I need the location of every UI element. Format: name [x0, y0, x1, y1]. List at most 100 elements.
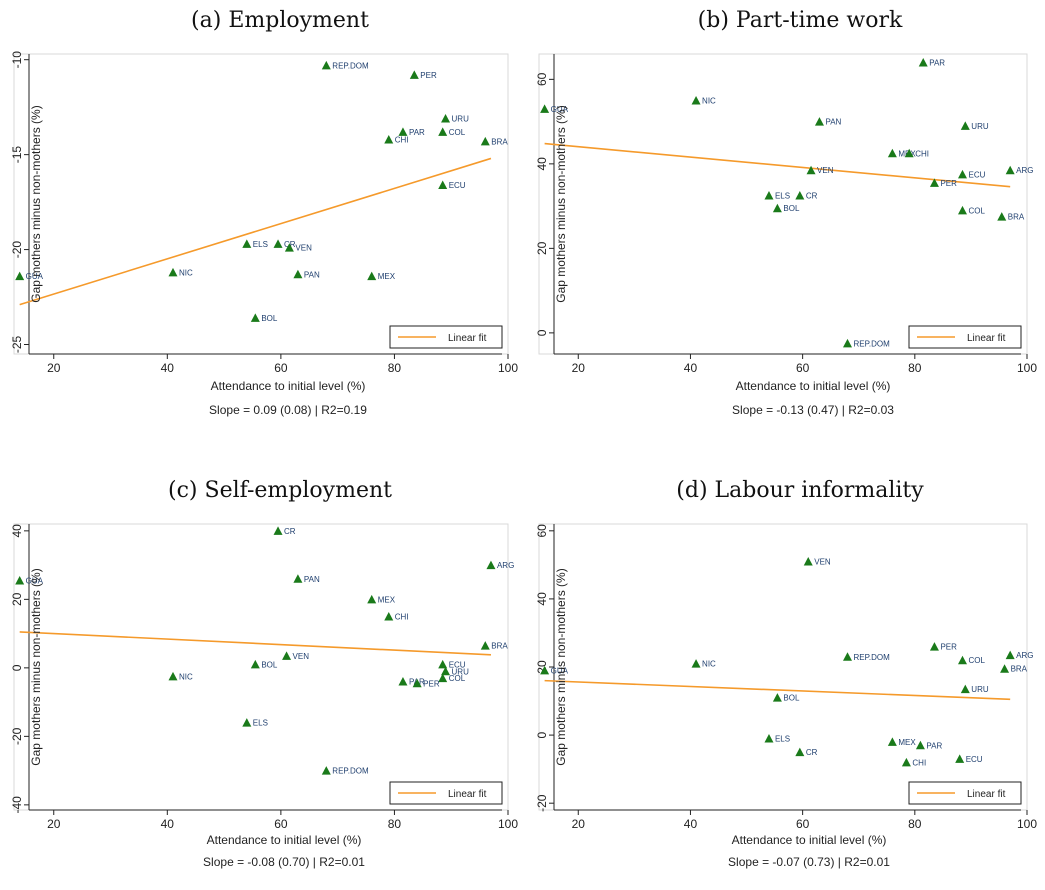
data-point-label: VEN — [817, 166, 834, 175]
data-point-label: NIC — [702, 96, 716, 105]
data-point-label: BRA — [491, 642, 508, 651]
data-point-label: BRA — [1011, 665, 1028, 674]
panel-title-informality: (d) Labour informality — [676, 478, 924, 503]
x-tick-label: 100 — [1017, 817, 1037, 831]
data-point-marker — [384, 134, 394, 144]
data-point-label: URU — [971, 122, 989, 131]
data-point-label: URU — [452, 667, 470, 676]
data-point-marker — [904, 148, 914, 158]
data-point-marker — [438, 127, 448, 136]
legend — [908, 781, 1022, 805]
data-point-marker — [384, 611, 394, 621]
legend — [389, 325, 503, 349]
data-point-label: GUA — [26, 272, 44, 281]
x-tick-label: 100 — [1017, 361, 1037, 375]
data-point-marker — [803, 556, 813, 566]
y-tick-label: 0 — [535, 731, 549, 738]
x-axis-title: Attendance to initial level (%) — [736, 379, 891, 393]
data-point-label: PER — [423, 679, 440, 688]
x-tick-label: 40 — [161, 817, 175, 831]
y-axis-title: Gap mothers minus non-mothers (%) — [554, 105, 568, 302]
x-tick-label: 40 — [684, 361, 698, 375]
data-point-marker — [887, 737, 897, 746]
data-point-marker — [15, 576, 25, 585]
data-point-label: NIC — [179, 268, 193, 277]
chart-parttime: 204060801000204060PARNICGUAPANURUMEXCHIV… — [535, 53, 1037, 417]
y-tick-label: -40 — [10, 796, 24, 814]
linear-fit-line — [19, 157, 492, 306]
y-tick-label: 40 — [535, 592, 549, 606]
data-point-label: PER — [940, 179, 957, 188]
data-point-label: CHI — [395, 612, 409, 621]
x-tick-label: 40 — [161, 361, 175, 375]
data-point-label: ELS — [253, 719, 268, 728]
data-point-marker — [1000, 664, 1010, 673]
regression-caption: Slope = -0.08 (0.70) | R2=0.01 — [203, 855, 365, 869]
data-point-marker — [814, 117, 824, 126]
y-tick-label: 60 — [535, 524, 549, 538]
data-point-label: ARG — [497, 561, 514, 570]
data-point-label: PAR — [926, 741, 942, 750]
data-point-marker — [918, 57, 928, 67]
data-point-label: BOL — [261, 314, 278, 323]
x-tick-label: 20 — [47, 817, 61, 831]
data-point-marker — [438, 180, 448, 190]
data-point-label: BOL — [783, 204, 800, 213]
data-point-marker — [1005, 165, 1015, 175]
data-point-marker — [412, 678, 422, 688]
data-point-marker — [960, 121, 970, 130]
data-point-label: VEN — [814, 557, 831, 566]
data-point-marker — [957, 169, 967, 179]
data-point-label: ELS — [775, 192, 790, 201]
data-point-marker — [293, 269, 303, 279]
data-point-label: ECU — [449, 181, 466, 190]
data-point-label: URU — [971, 685, 989, 694]
data-point-label: ECU — [449, 660, 466, 669]
plot-area — [13, 53, 509, 355]
data-point-label: ELS — [775, 735, 790, 744]
data-point-label: MEX — [378, 595, 396, 604]
data-point-marker — [691, 95, 701, 105]
data-point-marker — [486, 560, 496, 570]
data-point-marker — [843, 338, 853, 348]
data-point-marker — [540, 665, 550, 675]
x-tick-label: 60 — [796, 817, 810, 831]
data-point-marker — [441, 666, 451, 676]
data-point-label: BOL — [783, 694, 800, 703]
data-point-marker — [540, 104, 550, 113]
x-tick-label: 20 — [572, 361, 586, 375]
data-point-marker — [901, 757, 911, 767]
data-point-label: ARG — [1016, 651, 1033, 660]
data-point-marker — [168, 267, 178, 277]
data-point-label: REP.DOM — [332, 767, 369, 776]
x-tick-label: 100 — [498, 361, 518, 375]
y-tick-label: 40 — [535, 157, 549, 171]
chart-selfemployment: 20 40 60 80 100 40 20 0 -20 -40 CR ARG GUA PAN MEX CHI B… — [10, 523, 518, 869]
data-point-marker — [293, 574, 303, 583]
linear-fit-line — [544, 679, 1011, 701]
data-point-marker — [772, 203, 782, 213]
data-point-marker — [284, 243, 294, 252]
y-tick-label: -20 — [10, 727, 24, 745]
y-axis-title: Gap mothers minus non-mothers (%) — [29, 568, 43, 765]
data-point-marker — [997, 212, 1007, 221]
legend — [389, 781, 503, 805]
x-axis-title: Attendance to initial level (%) — [211, 379, 366, 393]
data-point-marker — [887, 148, 897, 158]
x-tick-label: 60 — [796, 361, 810, 375]
panel-title-parttime: (b) Part-time work — [697, 8, 903, 33]
data-point-label: PER — [420, 71, 437, 80]
data-point-marker — [409, 70, 419, 79]
data-point-marker — [915, 740, 925, 750]
data-point-marker — [438, 673, 448, 683]
data-point-marker — [772, 693, 782, 702]
y-tick-label: 20 — [10, 592, 24, 606]
data-point-label: VEN — [293, 652, 310, 661]
data-point-label: ARG — [1016, 166, 1033, 175]
x-axis-title: Attendance to initial level (%) — [207, 833, 362, 847]
data-point-label: MEX — [378, 272, 396, 281]
data-point-label: BRA — [491, 137, 508, 146]
data-point-marker — [282, 651, 292, 660]
